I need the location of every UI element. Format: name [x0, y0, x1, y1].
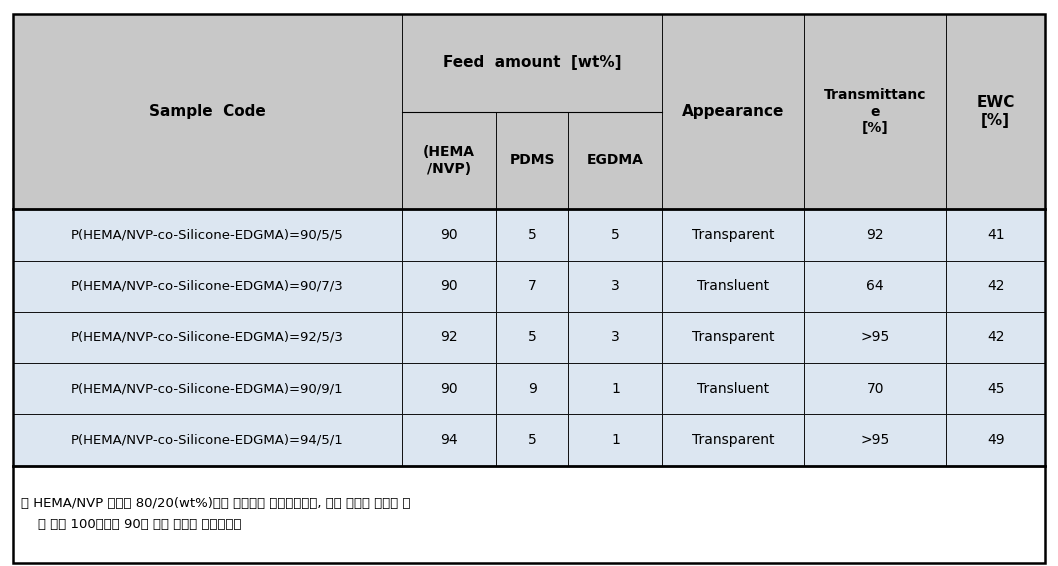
Bar — [662, 363, 804, 414]
Text: (HEMA
/NVP): (HEMA /NVP) — [423, 145, 475, 176]
Text: 45: 45 — [987, 381, 1004, 396]
Bar — [804, 414, 946, 466]
Bar — [662, 312, 804, 363]
Text: 92: 92 — [867, 228, 884, 242]
Text: >95: >95 — [860, 433, 890, 447]
Text: 42: 42 — [987, 279, 1004, 293]
Bar — [13, 312, 402, 363]
Bar — [496, 363, 568, 414]
Bar — [946, 363, 1045, 414]
Text: PDMS: PDMS — [510, 153, 555, 168]
Bar — [946, 209, 1045, 260]
Text: 1: 1 — [610, 433, 620, 447]
Text: 64: 64 — [867, 279, 884, 293]
Text: Transparent: Transparent — [692, 228, 774, 242]
Bar — [13, 14, 402, 209]
Bar — [496, 312, 568, 363]
Text: Transluent: Transluent — [697, 279, 769, 293]
Text: 3: 3 — [612, 279, 620, 293]
Text: 9: 9 — [528, 381, 536, 396]
Text: 90: 90 — [440, 228, 458, 242]
Text: P(HEMA/NVP-co-Silicone-EDGMA)=90/9/1: P(HEMA/NVP-co-Silicone-EDGMA)=90/9/1 — [71, 382, 344, 395]
Text: 92: 92 — [440, 331, 458, 345]
Bar — [804, 363, 946, 414]
Text: 7: 7 — [528, 279, 536, 293]
Bar — [946, 14, 1045, 209]
Bar — [804, 312, 946, 363]
Bar — [662, 260, 804, 312]
Text: 1: 1 — [610, 381, 620, 396]
Bar — [662, 14, 804, 209]
Bar — [402, 363, 496, 414]
Bar — [13, 466, 1045, 563]
Text: Sample  Code: Sample Code — [149, 104, 266, 119]
Bar — [568, 363, 662, 414]
Text: 90: 90 — [440, 279, 458, 293]
Bar — [568, 209, 662, 260]
Bar — [662, 209, 804, 260]
Text: Transmittanc
e
[%]: Transmittanc e [%] — [824, 88, 927, 135]
Text: ＊ HEMA/NVP 비율은 80/20(wt%)으로 일정하게 유지하였으며, 모든 렌즈는 단량체 혼
    합 이후 100도에서 90분 동안 반응을: ＊ HEMA/NVP 비율은 80/20(wt%)으로 일정하게 유지하였으며,… — [21, 498, 411, 531]
Bar — [496, 260, 568, 312]
Text: P(HEMA/NVP-co-Silicone-EDGMA)=90/5/5: P(HEMA/NVP-co-Silicone-EDGMA)=90/5/5 — [71, 228, 344, 241]
Text: Transluent: Transluent — [697, 381, 769, 396]
Bar — [402, 14, 662, 112]
Bar — [568, 260, 662, 312]
Text: 94: 94 — [440, 433, 458, 447]
Text: 70: 70 — [867, 381, 883, 396]
Text: Feed  amount  [wt%]: Feed amount [wt%] — [443, 55, 621, 70]
Text: 5: 5 — [528, 331, 536, 345]
Bar — [662, 414, 804, 466]
Bar — [496, 112, 568, 209]
Bar — [13, 414, 402, 466]
Text: P(HEMA/NVP-co-Silicone-EDGMA)=92/5/3: P(HEMA/NVP-co-Silicone-EDGMA)=92/5/3 — [71, 331, 344, 344]
Text: Transparent: Transparent — [692, 331, 774, 345]
Bar — [946, 414, 1045, 466]
Bar — [13, 209, 402, 260]
Bar — [402, 209, 496, 260]
Bar — [568, 112, 662, 209]
Bar — [804, 209, 946, 260]
Bar — [496, 209, 568, 260]
Bar — [496, 414, 568, 466]
Text: 5: 5 — [528, 433, 536, 447]
Bar — [402, 312, 496, 363]
Text: 41: 41 — [987, 228, 1004, 242]
Text: 3: 3 — [612, 331, 620, 345]
Text: EWC
[%]: EWC [%] — [977, 95, 1015, 128]
Text: EGDMA: EGDMA — [587, 153, 644, 168]
Text: 5: 5 — [612, 228, 620, 242]
Text: P(HEMA/NVP-co-Silicone-EDGMA)=90/7/3: P(HEMA/NVP-co-Silicone-EDGMA)=90/7/3 — [71, 280, 344, 293]
Bar — [13, 363, 402, 414]
Text: 5: 5 — [528, 228, 536, 242]
Text: P(HEMA/NVP-co-Silicone-EDGMA)=94/5/1: P(HEMA/NVP-co-Silicone-EDGMA)=94/5/1 — [71, 434, 344, 447]
Text: 90: 90 — [440, 381, 458, 396]
Text: 42: 42 — [987, 331, 1004, 345]
Text: >95: >95 — [860, 331, 890, 345]
Text: Appearance: Appearance — [682, 104, 784, 119]
Bar — [13, 260, 402, 312]
Bar — [946, 312, 1045, 363]
Bar — [402, 414, 496, 466]
Text: 49: 49 — [987, 433, 1004, 447]
Bar — [402, 112, 496, 209]
Bar — [568, 414, 662, 466]
Text: Transparent: Transparent — [692, 433, 774, 447]
Bar — [946, 260, 1045, 312]
Bar — [804, 260, 946, 312]
Bar — [804, 14, 946, 209]
Bar — [568, 312, 662, 363]
Bar — [402, 260, 496, 312]
